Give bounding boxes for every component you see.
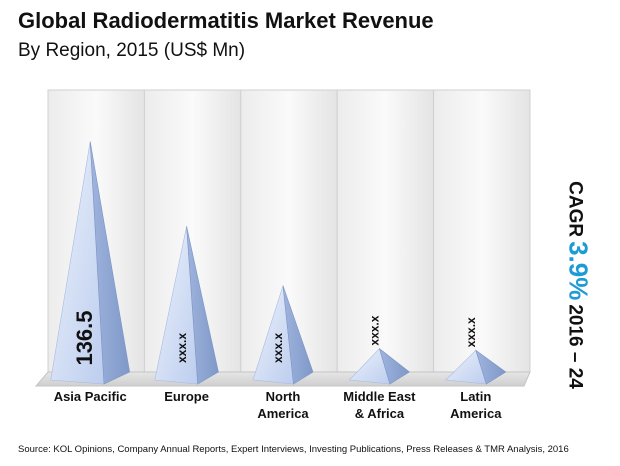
value-label: xxx.x <box>271 333 285 363</box>
chart-subtitle: By Region, 2015 (US$ Mn) <box>18 40 246 61</box>
cagr-value: 3.9% <box>563 241 594 301</box>
category-label-line: America <box>450 406 502 421</box>
value-label: xxx.x <box>464 317 478 347</box>
category-label: Asia Pacific <box>40 388 140 405</box>
wall-panel <box>336 89 435 373</box>
cagr-callout: CAGR 3.9% 2016 – 24 <box>548 170 608 400</box>
category-label: Latin America <box>426 388 526 422</box>
value-label: 136.5 <box>72 310 97 365</box>
category-label-line: North <box>265 389 301 404</box>
value-label: xxx.x <box>368 315 382 345</box>
category-label: North America <box>233 388 333 422</box>
pyramid-series <box>50 141 507 385</box>
category-label-line: & Africa <box>354 406 405 421</box>
category-label-line: America <box>257 406 309 421</box>
wall-panel <box>433 89 531 373</box>
cagr-prefix: CAGR <box>564 181 586 238</box>
pyramid-side-face <box>89 141 130 385</box>
cagr-period: 2016 – 24 <box>564 304 586 389</box>
pyramid-side-face <box>282 285 314 385</box>
category-label-line: Asia Pacific <box>53 389 127 404</box>
category-label: Middle East & Africa <box>329 388 429 422</box>
pyramid-side-face <box>475 349 507 385</box>
pyramid-side-face <box>378 347 410 385</box>
chart-title: Global Radiodermatitis Market Revenue <box>18 8 434 33</box>
category-label-line: Europe <box>164 389 209 404</box>
value-label: xxx.x <box>175 333 189 363</box>
category-label: Europe <box>137 388 237 405</box>
category-label-line: Latin <box>460 389 492 404</box>
source-note: Source: KOL Opinions, Company Annual Rep… <box>18 444 569 455</box>
category-label-line: Middle East <box>343 389 416 404</box>
value-labels: 136.5 xxx.x xxx.x xxx.x xxx.x <box>72 310 478 365</box>
pyramid-side-face <box>186 226 219 385</box>
